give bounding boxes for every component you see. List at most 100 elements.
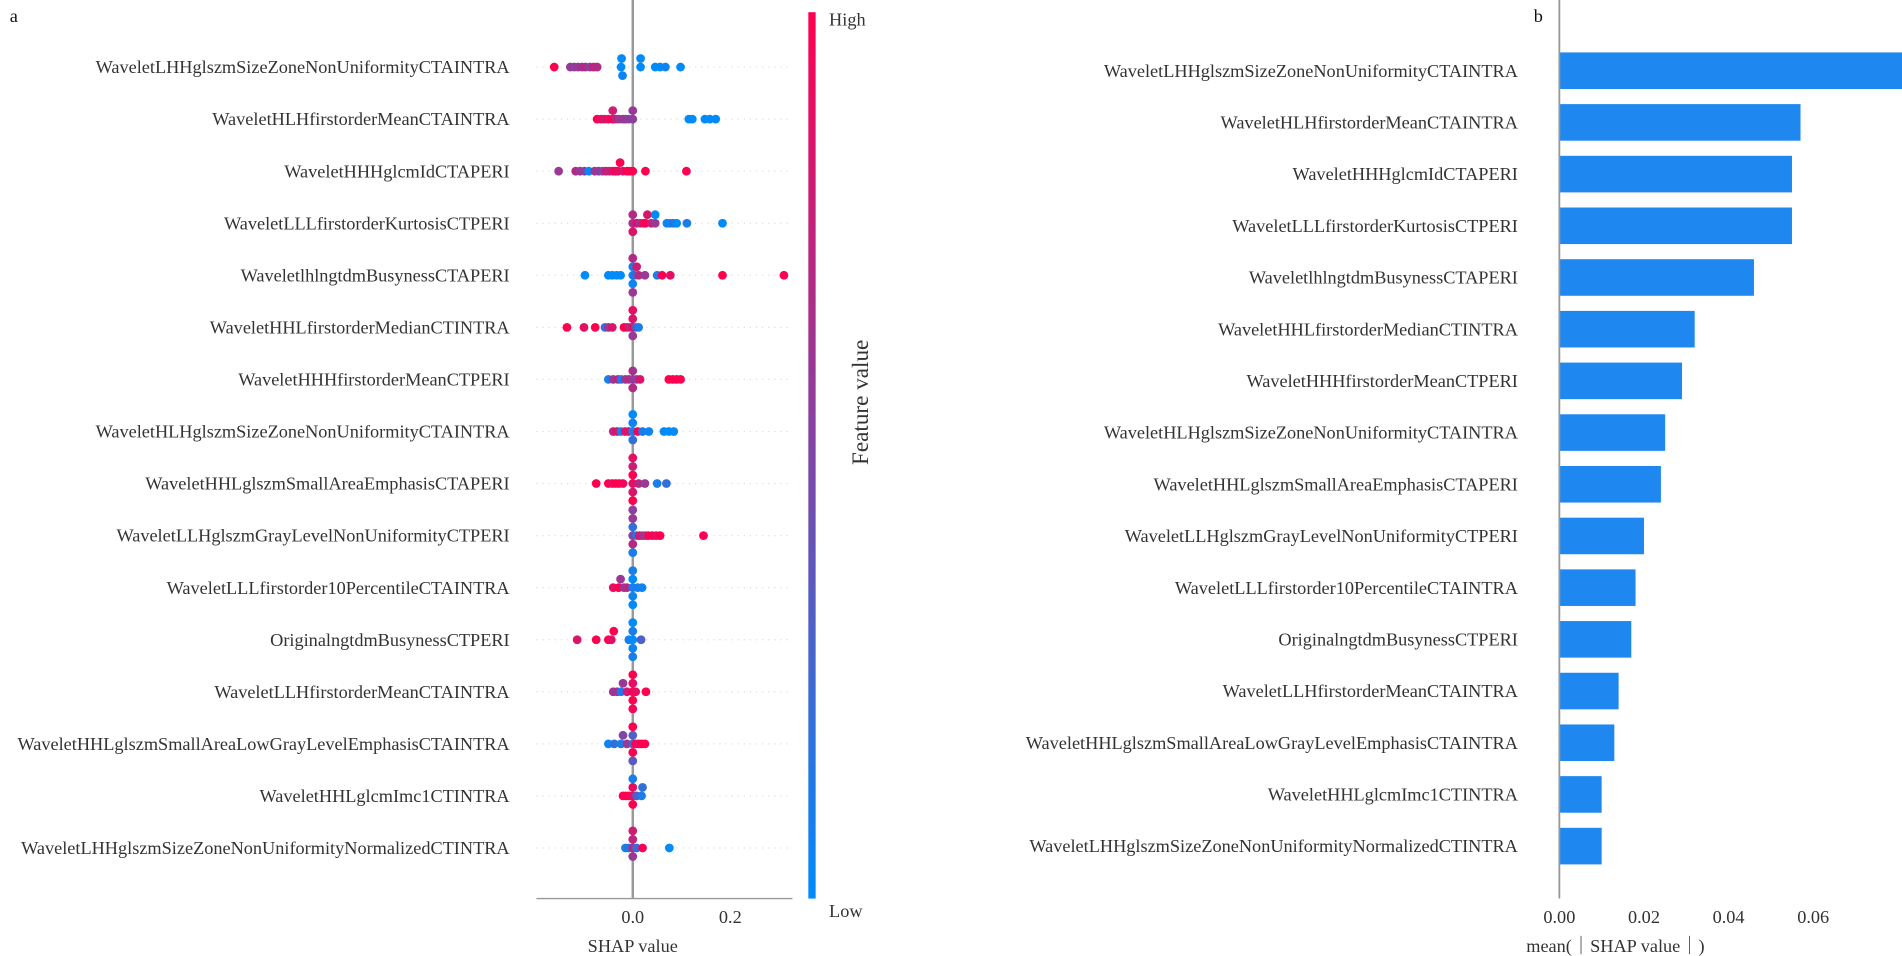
shap-point	[718, 218, 727, 228]
shap-point	[549, 62, 559, 72]
shap-point	[682, 218, 692, 228]
feature-label: WaveletHHHglcmIdCTAPERI	[284, 161, 509, 181]
shap-point	[655, 531, 665, 540]
shap-point	[616, 574, 625, 584]
feature-label: WaveletLLHfirstorderMeanCTAINTRA	[214, 682, 510, 702]
shap-point	[664, 843, 674, 853]
category-label: WaveletHHLfirstorderMedianCTINTRA	[1218, 319, 1519, 339]
shap-point	[628, 114, 638, 124]
category-label: WaveletHHLglszmSmallAreaLowGrayLevelEmph…	[1026, 733, 1519, 753]
category-label: WaveletHHHfirstorderMeanCTPERI	[1246, 371, 1517, 391]
bar	[1559, 414, 1666, 451]
shap-point	[628, 227, 638, 237]
shap-point	[609, 739, 619, 749]
mean-shap-bar-panel: b WaveletLHHglszmSizeZoneNonUniformityCT…	[1026, 0, 1902, 956]
shap-point	[628, 253, 638, 263]
shap-point	[640, 479, 650, 488]
colorbar-high-label: High	[829, 10, 866, 30]
category-label: WaveletHHHglcmIdCTAPERI	[1293, 164, 1518, 184]
colorbar-low-label: Low	[829, 901, 863, 921]
x-axis-label: mean(｜SHAP value｜)	[1526, 935, 1704, 956]
shap-point	[676, 375, 685, 384]
shap-point	[562, 322, 572, 332]
shap-point	[638, 782, 647, 792]
bar	[1559, 672, 1619, 710]
bar	[1559, 207, 1792, 245]
shap-point	[628, 826, 638, 836]
shap-point	[628, 670, 638, 680]
shap-point	[628, 210, 638, 220]
category-label: WaveletLLHglszmGrayLevelNonUniformityCTP…	[1125, 526, 1518, 546]
shap-point	[628, 522, 638, 532]
shap-point	[650, 218, 660, 228]
shap-point	[628, 539, 638, 549]
bar	[1559, 259, 1754, 296]
shap-point	[579, 322, 589, 332]
x-tick-label: 0.2	[719, 907, 742, 927]
shap-point	[687, 114, 697, 124]
shap-point	[641, 687, 651, 697]
bar	[1559, 569, 1636, 606]
shap-point	[682, 166, 691, 176]
shap-point	[779, 270, 789, 280]
shap-point	[628, 574, 638, 584]
shap-point	[591, 635, 601, 645]
x-axis-ticks: 0.00 0.02 0.04 0.06	[1543, 907, 1829, 927]
feature-label: WaveletLLLfirstorderKurtosisCTPERI	[224, 213, 510, 233]
shap-point	[657, 270, 667, 280]
shap-point	[640, 270, 650, 280]
shap-point	[638, 427, 647, 436]
shap-point	[628, 852, 638, 861]
shap-point	[628, 782, 638, 792]
feature-label: WaveletLLLfirstorder10PercentileCTAINTRA	[167, 578, 511, 598]
shap-point	[640, 739, 650, 749]
shap-point	[590, 322, 600, 332]
shap-point	[592, 62, 602, 72]
x-tick-label: 0.06	[1797, 907, 1829, 927]
shap-point	[628, 314, 638, 324]
shap-point	[638, 843, 647, 853]
shap-point	[628, 496, 638, 505]
shap-point	[636, 635, 646, 645]
shap-point	[628, 618, 638, 628]
shap-point	[628, 366, 638, 376]
shap-point	[628, 514, 638, 523]
shap-point	[628, 695, 638, 705]
shap-point	[617, 54, 626, 63]
shap-point	[580, 270, 590, 280]
shap-point	[628, 678, 638, 688]
shap-point	[628, 600, 638, 610]
shap-point	[632, 262, 642, 272]
bar	[1559, 724, 1615, 762]
bar	[1559, 465, 1661, 503]
shap-point	[661, 62, 670, 72]
shap-point	[711, 114, 721, 124]
shap-point	[628, 487, 638, 497]
shap-point	[635, 375, 645, 384]
beeswarm-points	[549, 54, 789, 861]
shap-point	[672, 218, 682, 228]
shap-point	[634, 479, 644, 488]
shap-point	[643, 210, 652, 220]
feature-label: WaveletHLHglszmSizeZoneNonUniformityCTAI…	[96, 422, 511, 442]
x-tick-label: 0.04	[1713, 907, 1745, 927]
shap-point	[628, 635, 638, 645]
shap-point	[628, 383, 638, 393]
shap-point	[628, 418, 638, 428]
bars: WaveletLHHglszmSizeZoneNonUniformityCTAI…	[1026, 52, 1902, 865]
feature-label: WaveletlhlngtdmBusynessCTAPERI	[241, 265, 510, 285]
shap-point	[628, 643, 638, 653]
bar	[1559, 517, 1644, 555]
shap-point	[628, 548, 638, 558]
shap-point	[618, 678, 628, 688]
x-tick-label: 0.00	[1543, 907, 1575, 927]
shap-point	[628, 566, 638, 575]
beeswarm-rows: WaveletLHHglszmSizeZoneNonUniformityCTAI…	[17, 57, 793, 858]
category-label: WaveletLLLfirstorderKurtosisCTPERI	[1232, 216, 1518, 236]
shap-point	[676, 62, 685, 72]
bar	[1559, 104, 1801, 141]
shap-beeswarm-panel: a WaveletLHHglszmSizeZoneNonUniformityCT…	[10, 0, 874, 956]
shap-point	[699, 531, 708, 540]
